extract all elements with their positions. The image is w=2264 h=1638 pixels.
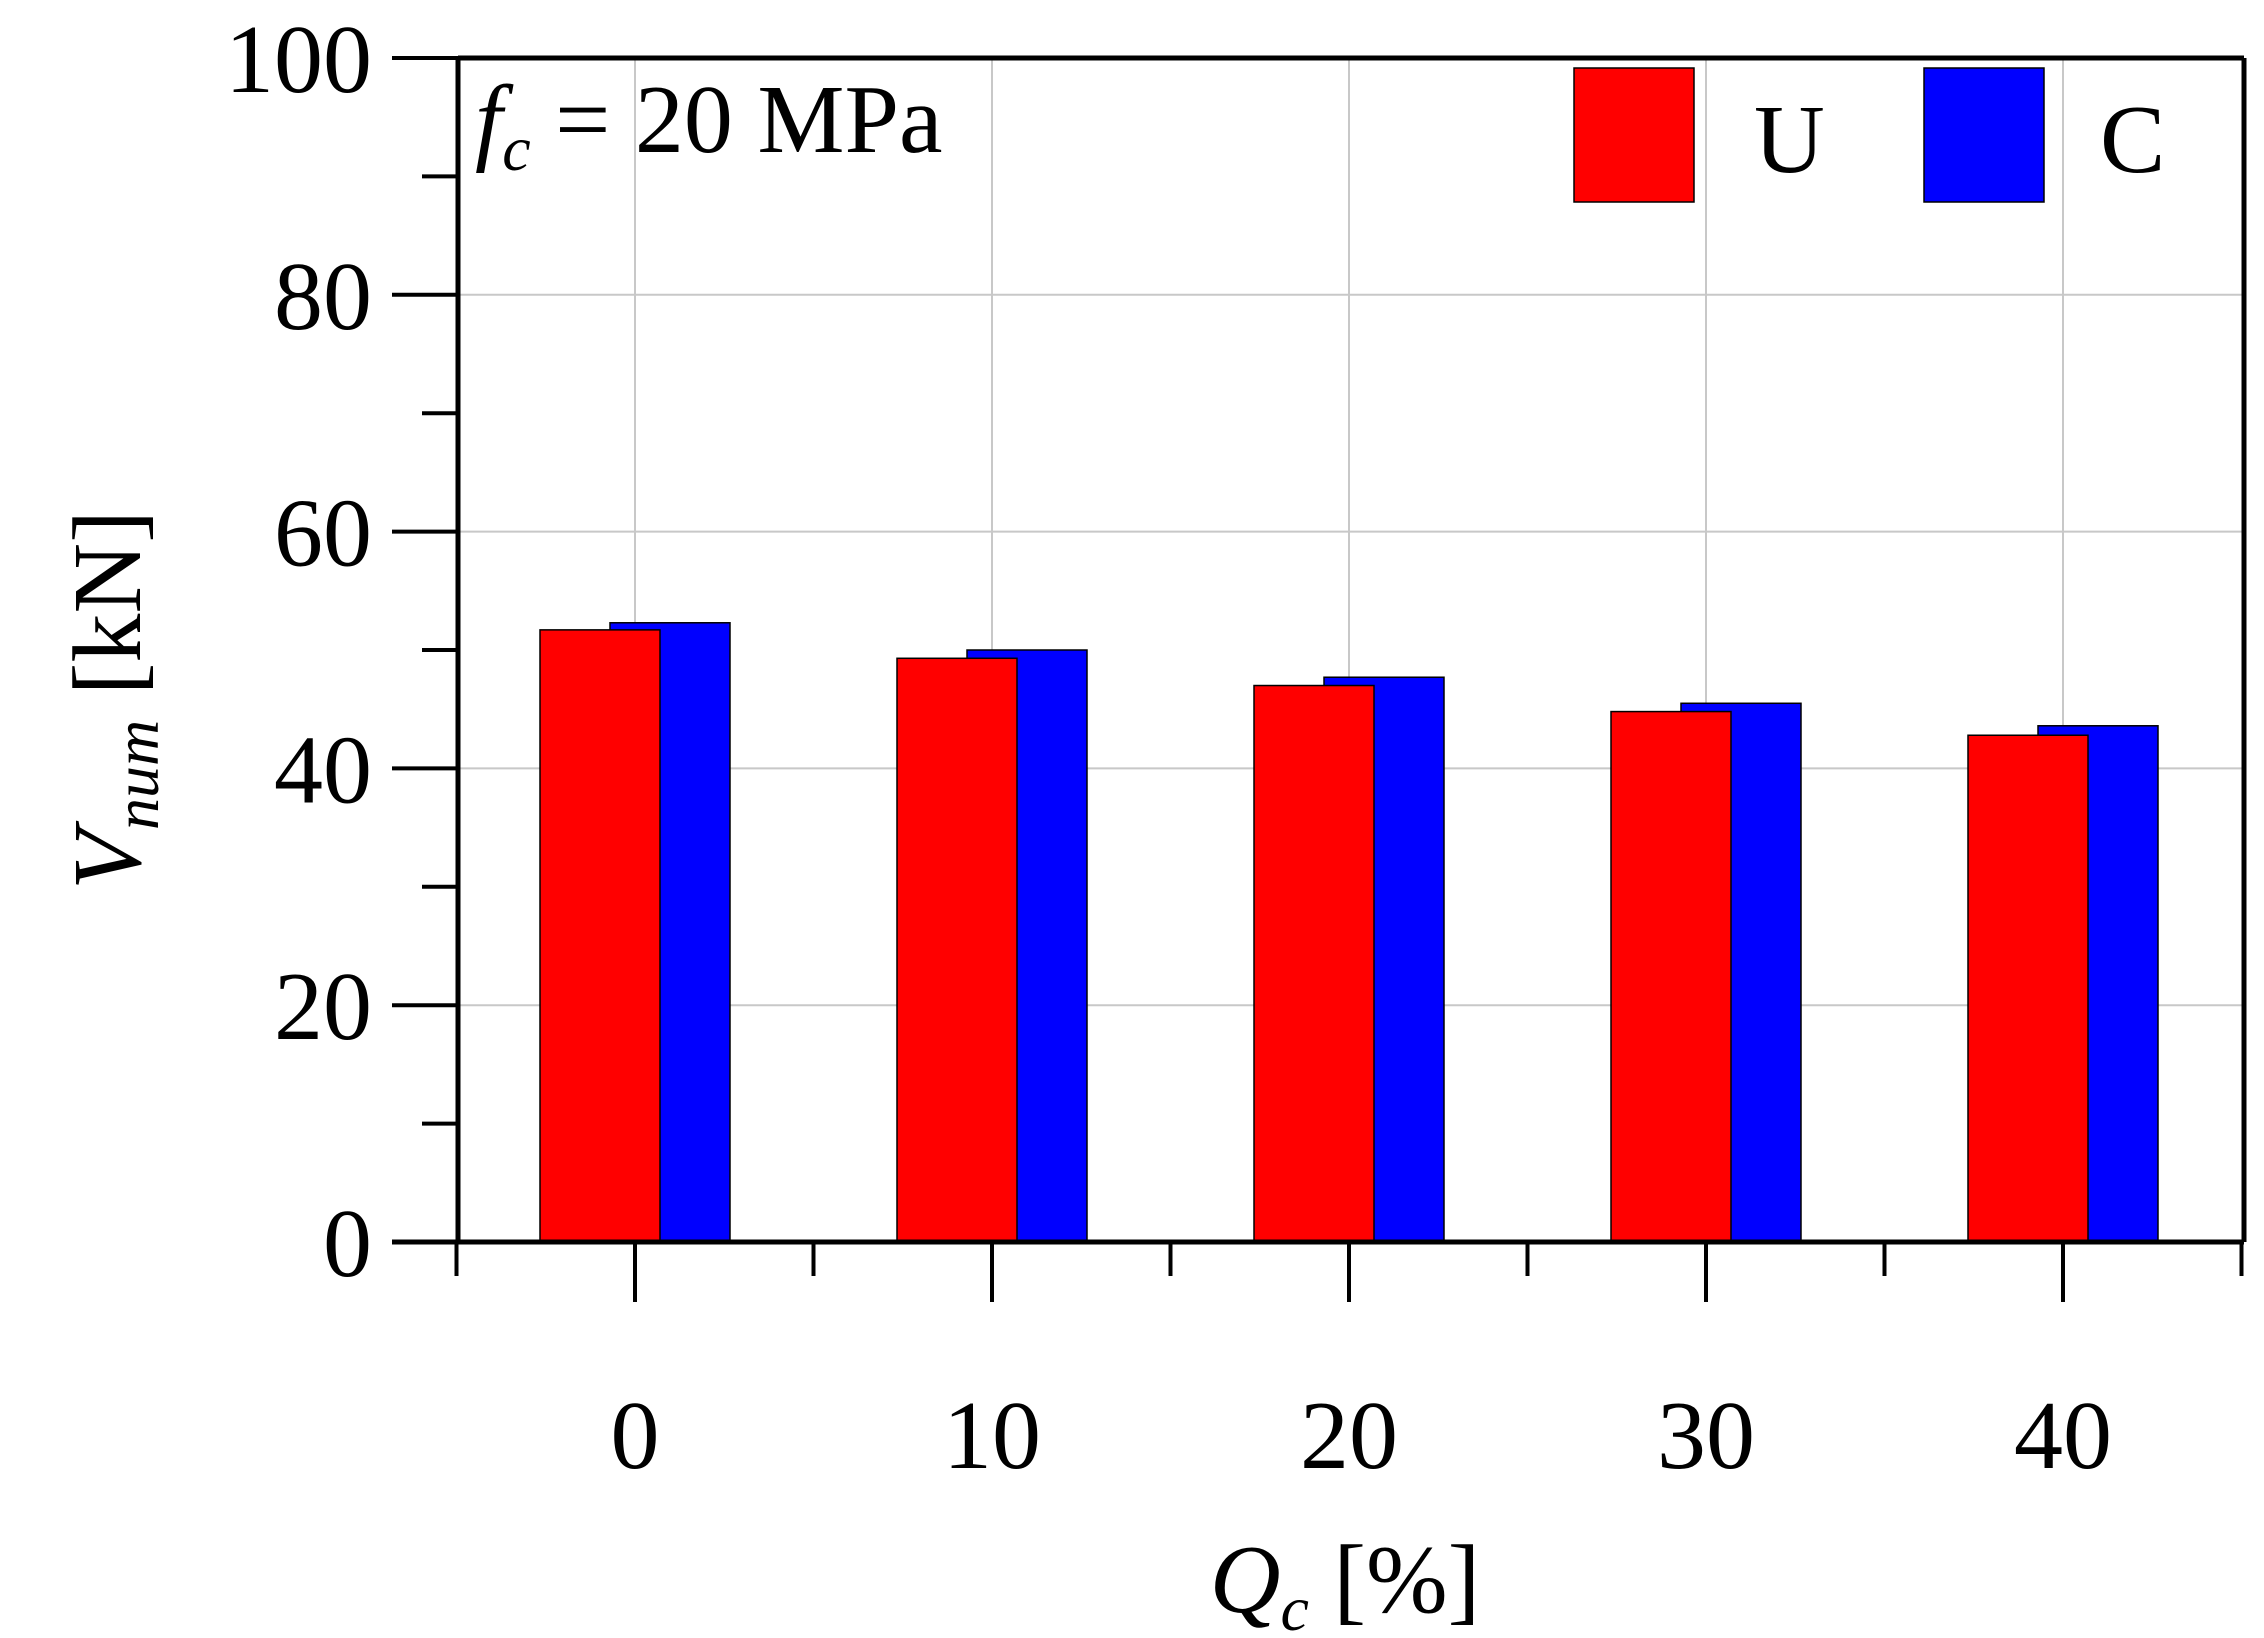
x-tick-label: 10 (943, 1382, 1041, 1490)
tick-labels: 0 20 40 60 80 100 0 10 20 30 40 (225, 6, 2112, 1490)
x-tick-label: 30 (1657, 1382, 1755, 1490)
bar-u-20 (1253, 684, 1375, 1243)
bar-u-30 (1610, 710, 1732, 1243)
y-tick-label: 40 (274, 716, 372, 824)
x-tick-label: 40 (2014, 1382, 2112, 1490)
annotation-sub: c (502, 113, 530, 184)
legend: U C (1573, 67, 2165, 203)
y-tick-label: 0 (323, 1190, 372, 1298)
bar-u-40 (1967, 734, 2089, 1243)
bars (539, 622, 2159, 1243)
x-axis-title: Qc [%] (1210, 1526, 1481, 1638)
y-axis-title-main: V (54, 820, 162, 890)
x-axis-title-unit: [%] (1309, 1526, 1480, 1634)
x-axis-title-sub: c (1280, 1573, 1308, 1638)
y-tick-label: 100 (225, 6, 372, 114)
y-axis-title: Vnum [kN] (54, 510, 172, 890)
legend-label-c: C (2100, 86, 2165, 194)
legend-label-u: U (1754, 86, 1825, 194)
x-axis-title-main: Q (1210, 1526, 1281, 1634)
y-tick-label: 80 (274, 243, 372, 351)
y-axis-title-sub: num (101, 720, 172, 830)
annotation-text: fc = 20 MPa (475, 66, 943, 184)
x-tick-label: 20 (1300, 1382, 1398, 1490)
y-axis-title-unit: [kN] (54, 510, 162, 720)
legend-swatch-u (1573, 67, 1695, 203)
bar-u-0 (539, 629, 661, 1243)
y-tick-label: 20 (274, 953, 372, 1061)
x-tick-label: 0 (611, 1382, 660, 1490)
y-tick-label: 60 (274, 480, 372, 588)
bar-u-10 (896, 657, 1018, 1243)
legend-swatch-c (1923, 67, 2045, 203)
annotation-rest: = 20 MPa (531, 66, 943, 174)
axes (392, 55, 2247, 1302)
